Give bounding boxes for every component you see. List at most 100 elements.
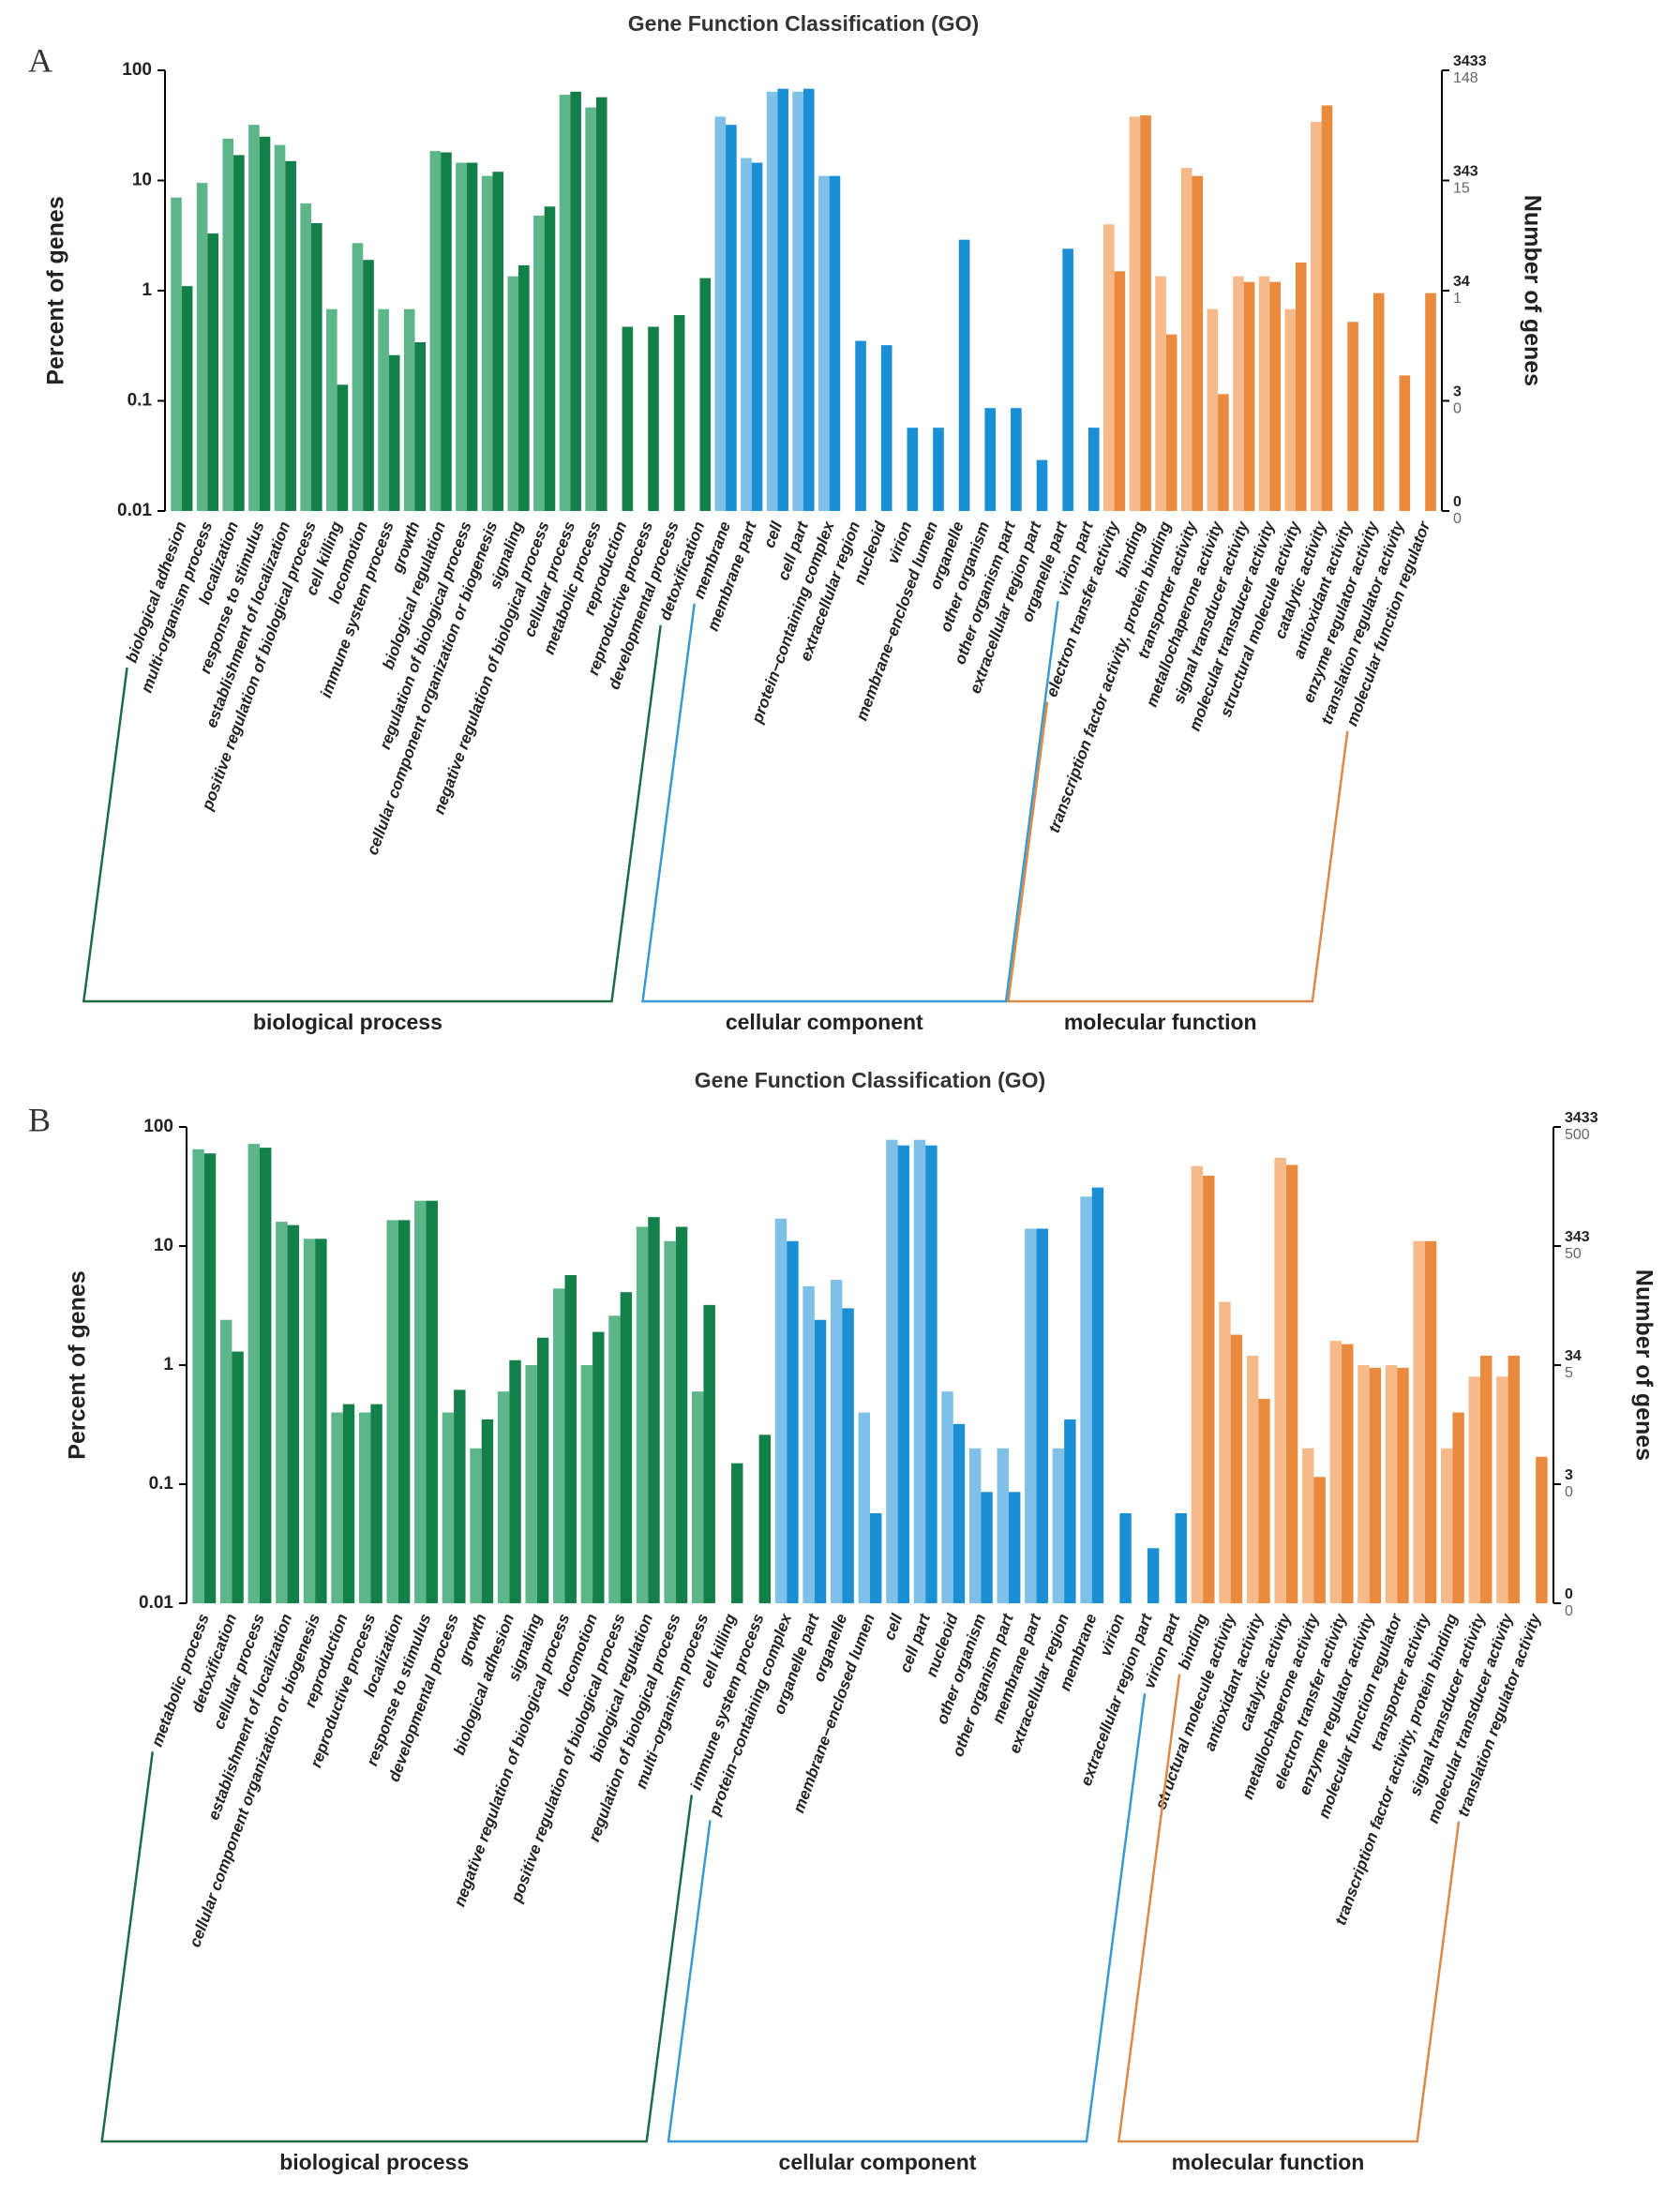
y2-tick-label-secondary: 0 <box>1565 1484 1573 1500</box>
bar <box>1321 105 1333 511</box>
bar <box>803 88 815 511</box>
y2-tick-label: 34 <box>1453 274 1470 290</box>
group-label: cellular component <box>726 1010 923 1034</box>
bar <box>398 1220 411 1603</box>
bar <box>1372 293 1385 511</box>
panel-label: A <box>28 41 52 79</box>
y-tick-label: 1 <box>142 280 152 300</box>
bar <box>196 183 208 511</box>
y2-axis-label: Number of genes <box>1630 1269 1657 1461</box>
bar <box>1342 1344 1354 1603</box>
bar <box>564 1275 577 1603</box>
bar <box>1480 1355 1492 1603</box>
group-bracket <box>100 1751 694 2143</box>
bar <box>1424 1240 1437 1603</box>
bar <box>1425 293 1436 511</box>
x-tick-label: virion <box>1097 1612 1129 1659</box>
bar <box>559 95 571 511</box>
bar <box>222 138 234 511</box>
bar <box>1468 1376 1481 1603</box>
y-tick-label: 0.1 <box>149 1474 174 1494</box>
bar <box>352 243 364 511</box>
panel-label: B <box>28 1101 51 1138</box>
bar <box>1274 1157 1286 1603</box>
y2-tick-label-secondary: 500 <box>1565 1127 1590 1143</box>
bar <box>442 1412 455 1603</box>
y2-tick-label-secondary: 50 <box>1565 1246 1582 1262</box>
y2-tick-label-secondary: 148 <box>1453 70 1478 86</box>
y2-axis-label: Number of genes <box>1519 195 1545 386</box>
bar <box>456 162 467 512</box>
y-axis-label: Percent of genes <box>43 196 69 384</box>
bar <box>1165 334 1178 511</box>
y2-tick-label-secondary: 0 <box>1565 1603 1573 1619</box>
chart-title: Gene Function Classification (GO) <box>628 11 979 36</box>
bar <box>1508 1355 1521 1603</box>
bar <box>595 97 608 512</box>
bar <box>714 116 727 511</box>
y2-tick-label-secondary: 1 <box>1453 291 1462 307</box>
group-bracket <box>641 600 1059 1003</box>
bar <box>331 1412 343 1603</box>
bar <box>1147 1548 1160 1603</box>
group-bracket <box>667 1692 1147 2143</box>
bar <box>766 91 778 511</box>
bar <box>703 1304 715 1603</box>
bar <box>429 151 442 512</box>
bar <box>981 1492 993 1603</box>
bar <box>636 1226 649 1603</box>
bar <box>536 1337 549 1603</box>
bar <box>203 1153 217 1603</box>
bar <box>525 1365 537 1603</box>
bar <box>1233 276 1244 511</box>
bar <box>1311 122 1322 512</box>
bar <box>897 1145 910 1603</box>
bar <box>1243 281 1255 511</box>
bar <box>497 1391 510 1603</box>
bar <box>777 88 788 511</box>
bar <box>426 1200 438 1603</box>
bar <box>509 1359 521 1603</box>
bar <box>620 1292 633 1603</box>
y-tick-label: 0.01 <box>139 1593 173 1613</box>
bar <box>1258 1399 1270 1603</box>
bar <box>276 1222 288 1603</box>
bar <box>886 1139 898 1603</box>
bar <box>1155 276 1166 511</box>
bar <box>1219 1301 1231 1603</box>
y2-tick-label-secondary: 0 <box>1453 511 1462 527</box>
bar <box>1011 408 1022 511</box>
bar <box>758 1434 772 1603</box>
bar <box>958 239 970 512</box>
y2-tick-label: 3 <box>1565 1467 1573 1483</box>
bar <box>1269 281 1281 511</box>
bar <box>363 260 374 511</box>
bar <box>580 1365 593 1603</box>
bar <box>858 1412 870 1603</box>
y2-tick-label: 3433 <box>1453 53 1487 69</box>
y-tick-label: 0.1 <box>128 391 153 411</box>
bar <box>913 1139 926 1603</box>
bar <box>300 203 311 511</box>
bar <box>1192 175 1204 511</box>
bar <box>792 91 803 511</box>
bar <box>1536 1456 1548 1603</box>
y2-tick-label: 34 <box>1565 1348 1582 1364</box>
bar <box>1064 1419 1076 1603</box>
bar <box>675 1226 688 1603</box>
bar <box>829 175 841 511</box>
bar <box>1052 1448 1065 1603</box>
y-tick-label: 10 <box>132 171 152 190</box>
y-tick-label: 100 <box>122 60 152 80</box>
bar <box>1025 1228 1037 1603</box>
bar <box>585 107 596 512</box>
bar <box>968 1448 982 1603</box>
bar <box>608 1315 621 1603</box>
group-label: biological process <box>253 1010 442 1034</box>
bar <box>181 286 193 511</box>
y2-tick-label: 343 <box>1565 1229 1590 1245</box>
group-bracket <box>1007 701 1349 1003</box>
bar <box>553 1288 565 1603</box>
bar <box>192 1149 204 1603</box>
